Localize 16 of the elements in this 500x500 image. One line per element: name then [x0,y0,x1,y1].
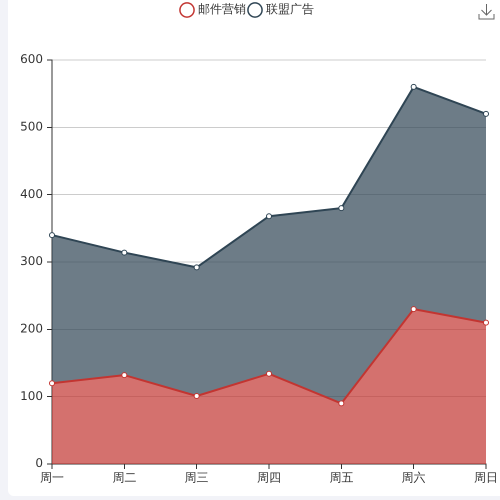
x-tick-label: 周五 [329,470,354,484]
y-tick-label: 300 [20,254,43,268]
x-tick-label: 周四 [257,470,281,484]
x-tick-label: 周六 [402,470,426,484]
x-tick-label: 周二 [112,470,136,484]
y-tick-label: 500 [20,119,43,134]
x-tick-label: 周三 [184,470,209,484]
y-tick-label: 400 [20,186,43,201]
y-tick-label: 200 [20,321,43,336]
y-tick-label: 600 [20,52,43,66]
legend-label: 联盟广告 [266,2,314,16]
x-tick-label: 周一 [40,470,64,484]
y-tick-label: 100 [20,388,43,403]
x-tick-label: 周日 [474,470,498,484]
legend-label: 邮件营销 [198,2,246,16]
y-tick-label: 0 [35,456,43,470]
